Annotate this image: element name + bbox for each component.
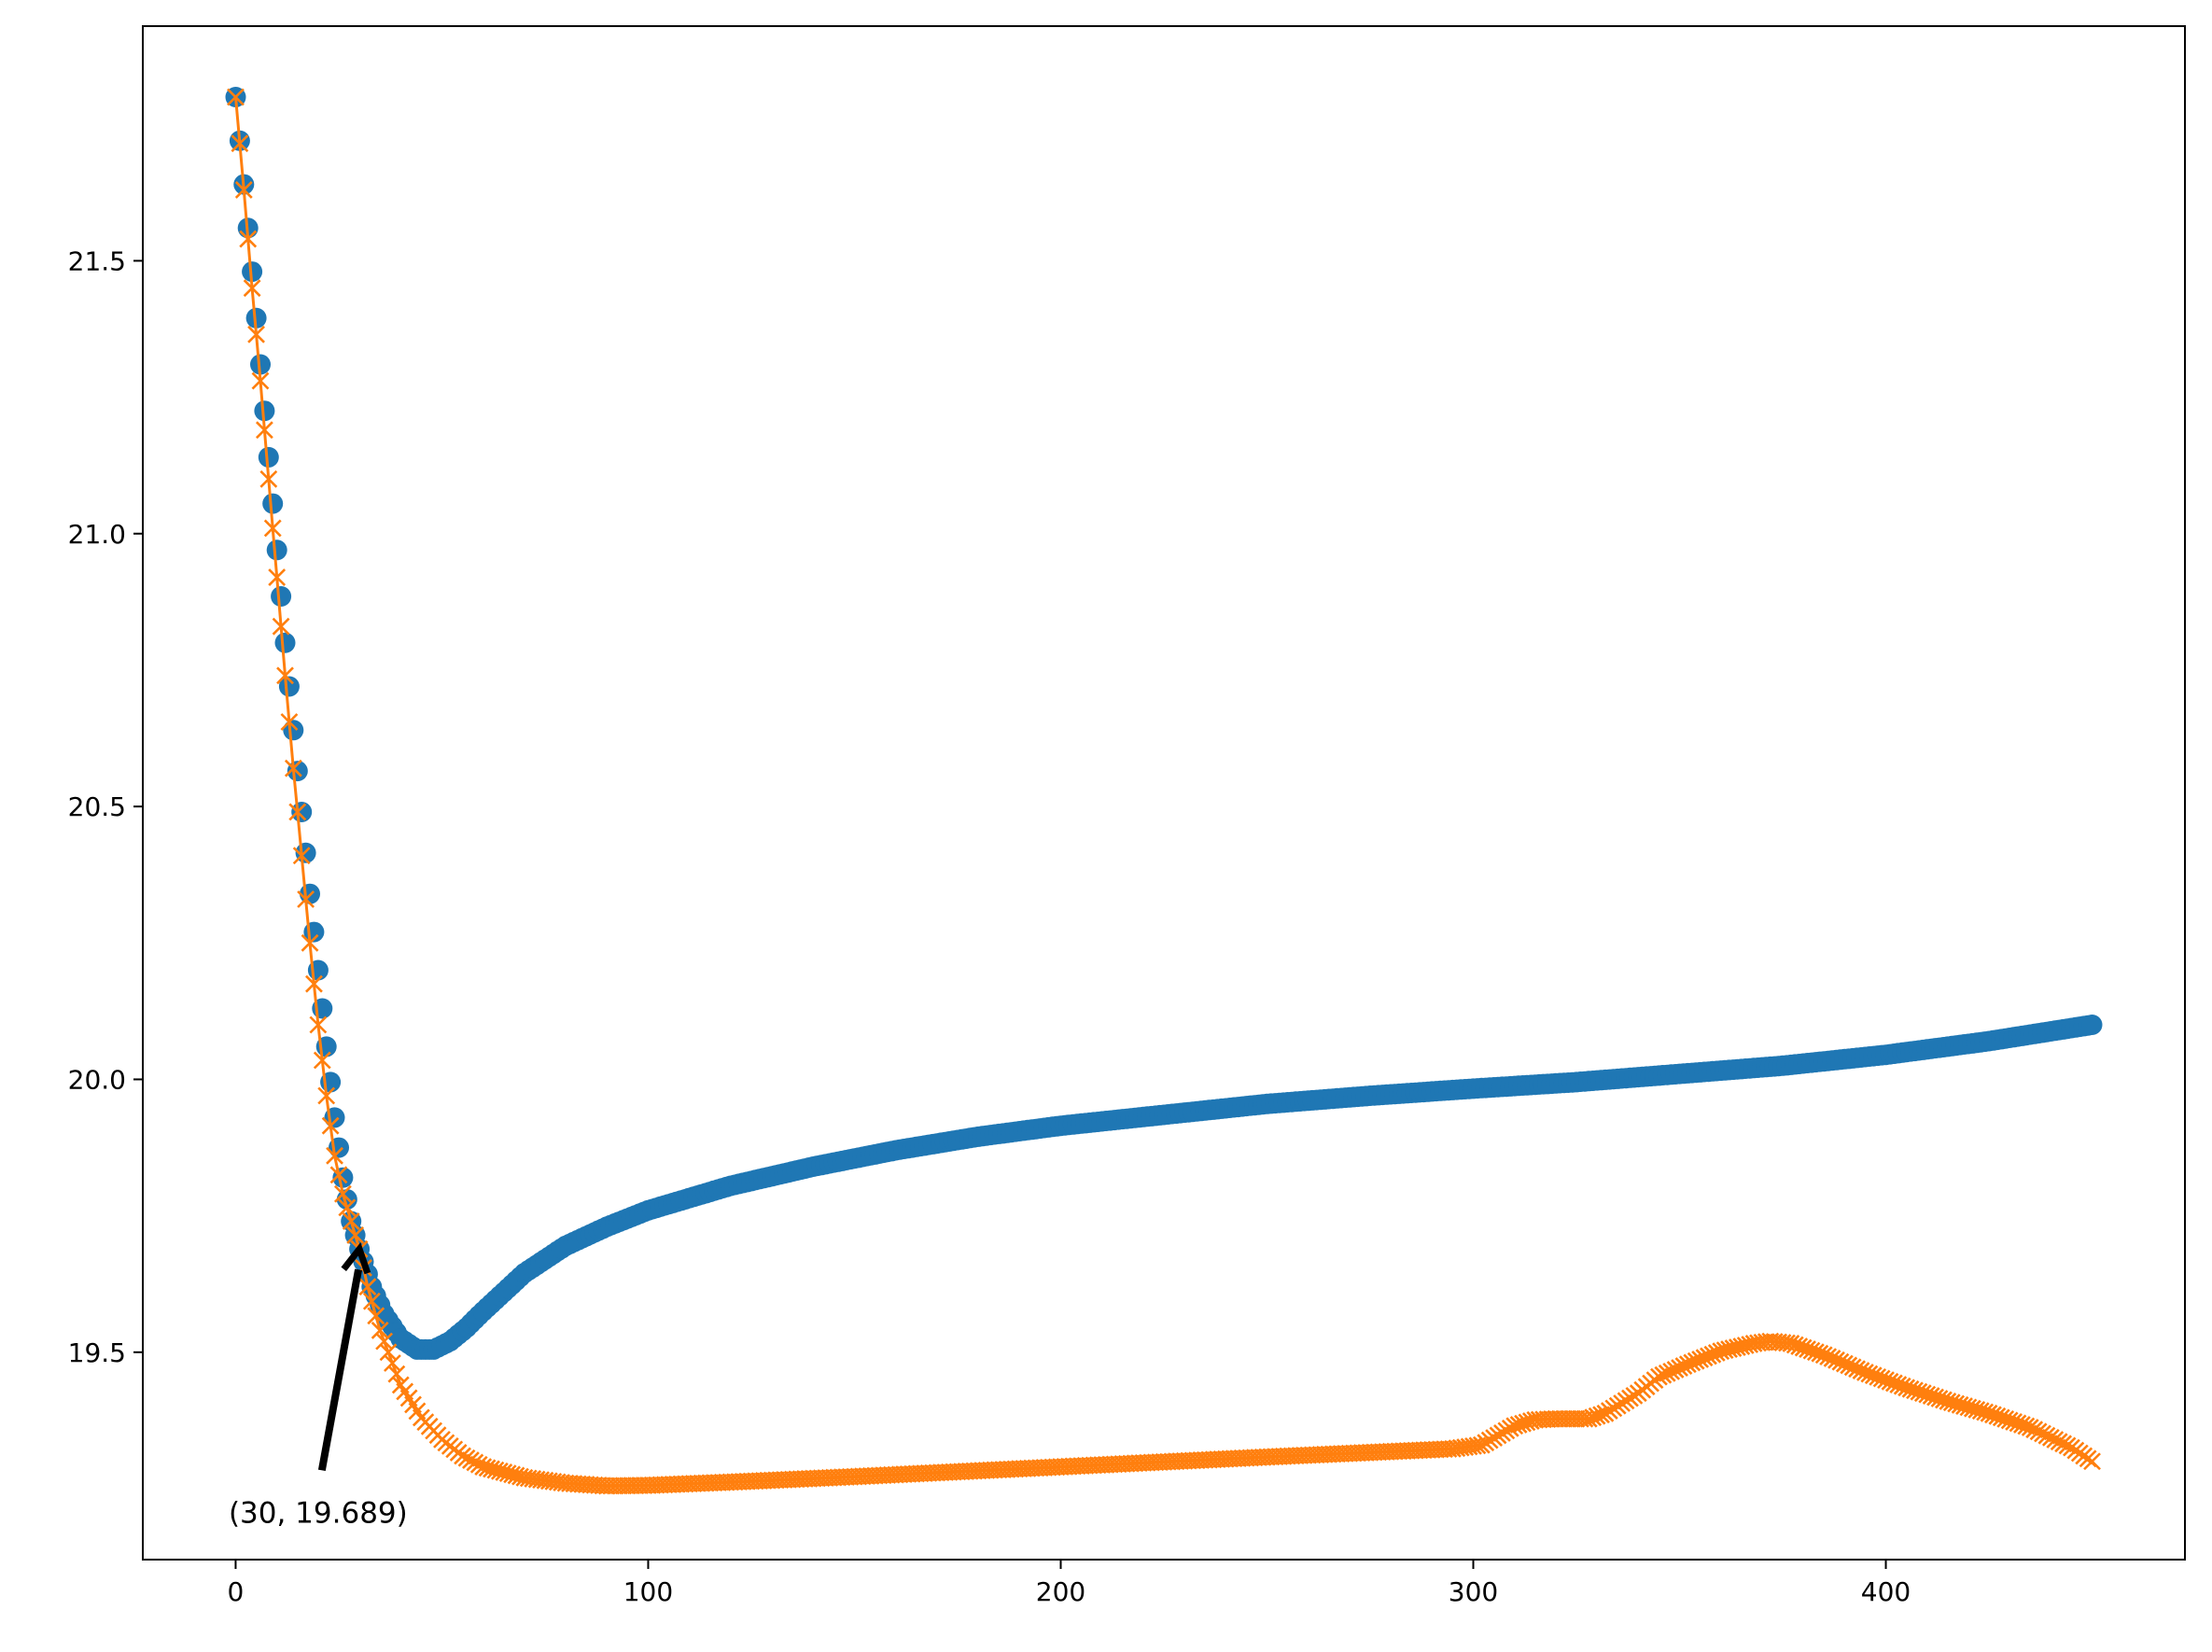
series-2-point (1489, 1426, 1507, 1445)
series-2-point (243, 279, 261, 298)
series-2-point (321, 1116, 340, 1135)
series-2-point (276, 666, 294, 685)
series-2-point (247, 325, 265, 343)
plot-frame (142, 25, 2186, 1561)
series-2-point (1567, 1409, 1586, 1428)
series-2-point (1477, 1434, 1495, 1452)
series-2-point (251, 371, 270, 390)
axes-layer: 0 100 200 300 400 19.5 20.0 20.5 21.0 21.5 (68, 25, 2186, 1607)
series-2-point (1547, 1409, 1565, 1428)
series-2-point (329, 1166, 348, 1184)
series-1-point (283, 720, 304, 741)
series-2-point (2021, 1419, 2039, 1436)
series-1-point (262, 493, 284, 514)
series-2-point (1480, 1431, 1499, 1449)
series-2-point (375, 1332, 394, 1351)
series-2-point (454, 1447, 471, 1465)
series-2-point (288, 803, 307, 821)
series-2-point (255, 421, 273, 440)
series-2-point (292, 847, 311, 865)
series-layer (225, 87, 2103, 1495)
series-2-point (309, 1015, 328, 1034)
series-1-point (250, 354, 271, 375)
series-1-point (254, 400, 275, 422)
series-2-point (461, 1451, 480, 1470)
annotation-arrow-head (341, 1242, 371, 1275)
series-2-point (268, 568, 287, 586)
series-2-point (317, 1086, 336, 1105)
series-1-point (266, 539, 287, 561)
annotation-arrow-shaft (317, 1268, 362, 1472)
series-1-point (291, 802, 313, 822)
series-2-point (1485, 1429, 1504, 1447)
series-1-point (271, 586, 292, 607)
series-2-point (1550, 1409, 1569, 1428)
series-2-point (297, 890, 315, 908)
series-2-point (384, 1354, 401, 1372)
series-2-point (358, 1278, 377, 1296)
series-2-point (367, 1307, 385, 1325)
series-2-point (2034, 1424, 2051, 1443)
series-1-point (278, 676, 300, 697)
y-tick-label: 21.5 (68, 245, 126, 276)
series-2-point (1497, 1421, 1516, 1440)
x-tick-label: 400 (1861, 1576, 1911, 1607)
series-2-point (259, 469, 278, 488)
series-1-point (274, 632, 296, 653)
series-1 (225, 87, 2103, 1360)
series-2-point (387, 1365, 406, 1383)
series-2-point (1555, 1409, 1574, 1428)
series-2-point (371, 1322, 389, 1339)
series-2-point (284, 759, 302, 777)
series-2-point (346, 1225, 365, 1244)
series-1-point (2081, 1015, 2103, 1035)
series-2-point (379, 1343, 398, 1362)
series-2-point (2046, 1431, 2065, 1449)
series-2-point (2058, 1436, 2077, 1455)
x-tick-label: 0 (228, 1576, 245, 1607)
series-2-point (466, 1453, 484, 1472)
series-2-point (234, 180, 253, 199)
y-tick-label: 19.5 (68, 1337, 126, 1368)
series-2-point (1493, 1424, 1511, 1442)
series-2-point (1472, 1435, 1491, 1454)
series-2-point (231, 134, 249, 153)
series-1-point (258, 446, 279, 468)
series-2-point (333, 1184, 352, 1203)
annotation-layer: (30, 19.689) (229, 1242, 408, 1530)
x-tick-label: 300 (1449, 1576, 1498, 1607)
series-2-point (342, 1212, 360, 1230)
y-tick-label: 20.5 (68, 791, 126, 822)
series-2-point (263, 519, 282, 538)
series-2-point (280, 713, 299, 731)
series-2-point (313, 1051, 331, 1070)
series-2-point (457, 1449, 476, 1467)
series-2-point (1563, 1409, 1582, 1428)
series-2 (227, 88, 2101, 1495)
series-1-point (245, 307, 267, 329)
series-2-point (301, 933, 319, 952)
series-2-point (227, 88, 245, 106)
y-tick-label: 20.0 (68, 1064, 126, 1095)
series-2-point (305, 974, 323, 993)
series-2-point (338, 1198, 357, 1217)
series-2-point (1559, 1409, 1577, 1428)
y-tick-label: 21.0 (68, 519, 126, 550)
series-2-point (326, 1146, 343, 1165)
series-2-point (272, 617, 290, 636)
annotation-label: (30, 19.689) (229, 1496, 408, 1530)
series-2-point (362, 1292, 381, 1310)
x-tick-label: 200 (1036, 1576, 1085, 1607)
series-2-point (2083, 1452, 2101, 1471)
series-2-point (239, 230, 258, 248)
x-tick-label: 100 (623, 1576, 673, 1607)
